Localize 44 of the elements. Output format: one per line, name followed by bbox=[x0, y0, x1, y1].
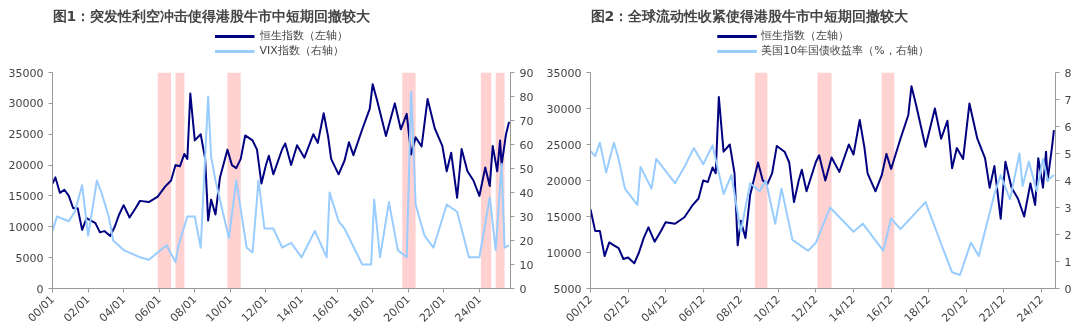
y2-tick-label: 4 bbox=[1064, 174, 1072, 188]
y-tick-label: 10000 bbox=[8, 220, 44, 234]
y2-tick-label: 5 bbox=[1064, 147, 1072, 161]
legend-label: 美国10年国债收益率（%，右轴） bbox=[761, 43, 929, 58]
y-tick-label: 5000 bbox=[553, 282, 582, 296]
y2-tick-label: 70 bbox=[519, 114, 534, 128]
legend-label: 恒生指数（左轴） bbox=[761, 28, 850, 43]
y-tick-label: 25000 bbox=[546, 138, 582, 152]
y2-tick-label: 20 bbox=[519, 234, 534, 248]
line-series bbox=[590, 141, 1055, 276]
y-tick-label: 5000 bbox=[15, 251, 44, 265]
legend-label: 恒生指数（左轴） bbox=[259, 28, 348, 43]
y-tick-label: 20000 bbox=[8, 159, 44, 173]
y2-tick-label: 6 bbox=[1064, 120, 1072, 134]
y-tick-label: 35000 bbox=[546, 66, 582, 80]
y2-tick-label: 7 bbox=[1064, 93, 1072, 107]
line-series bbox=[52, 90, 511, 266]
legend-label: VIX指数（右轴） bbox=[259, 43, 344, 58]
chart-title: 图1：突发性利空冲击使得港股牛市中短期回撤较大 bbox=[52, 7, 372, 24]
y2-tick-label: 80 bbox=[519, 90, 534, 104]
y2-tick-label: 1 bbox=[1064, 255, 1072, 269]
y2-tick-label: 60 bbox=[519, 138, 534, 152]
y-tick-label: 15000 bbox=[8, 189, 44, 203]
y-tick-label: 25000 bbox=[8, 128, 44, 142]
y2-tick-label: 8 bbox=[1064, 66, 1072, 80]
y-tick-label: 15000 bbox=[546, 210, 582, 224]
y2-tick-label: 30 bbox=[519, 210, 534, 224]
y2-tick-label: 10 bbox=[519, 258, 534, 272]
y-tick-label: 35000 bbox=[8, 66, 44, 80]
y2-tick-label: 90 bbox=[519, 66, 534, 80]
y-tick-label: 20000 bbox=[546, 174, 582, 188]
y2-tick-label: 0 bbox=[519, 282, 527, 296]
y2-tick-label: 3 bbox=[1064, 201, 1072, 215]
y-tick-label: 0 bbox=[36, 282, 44, 296]
y-tick-label: 10000 bbox=[546, 246, 582, 260]
y2-tick-label: 40 bbox=[519, 186, 534, 200]
y-tick-label: 30000 bbox=[546, 102, 582, 116]
line-series bbox=[590, 85, 1055, 265]
y2-tick-label: 0 bbox=[1064, 282, 1072, 296]
y2-tick-label: 50 bbox=[519, 162, 534, 176]
y-tick-label: 30000 bbox=[8, 97, 44, 111]
line-series bbox=[52, 83, 511, 238]
y2-tick-label: 2 bbox=[1064, 228, 1072, 242]
chart-title: 图2：全球流动性收紧使得港股牛市中短期回撤较大 bbox=[590, 7, 910, 24]
